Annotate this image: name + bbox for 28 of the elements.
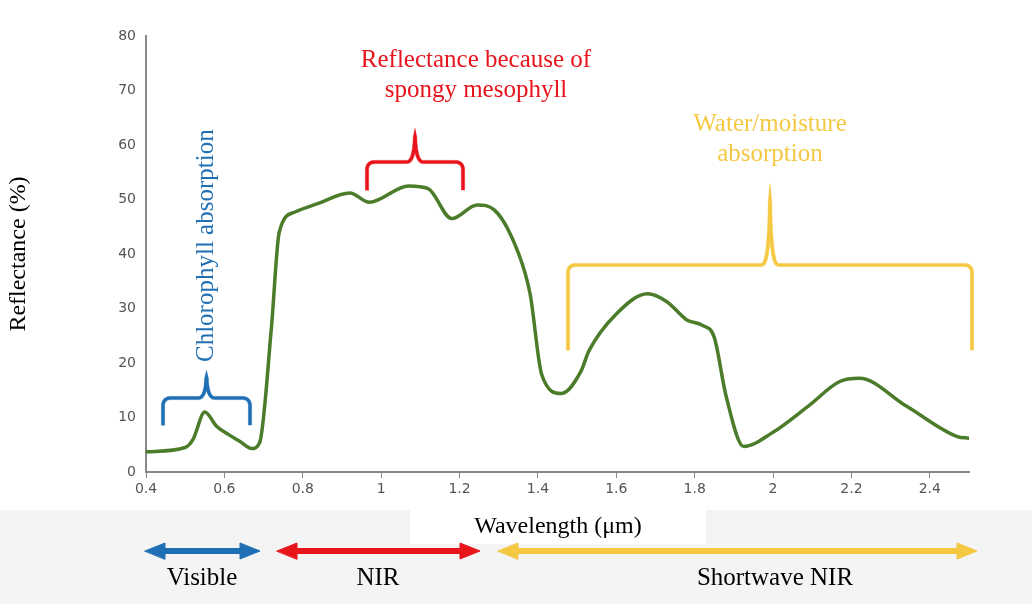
x-tick-label: 2.2 bbox=[840, 480, 863, 497]
x-tick-label: 2 bbox=[768, 480, 778, 497]
y-tick-label: 80 bbox=[118, 26, 136, 43]
text: NIR bbox=[355, 562, 401, 592]
y-tick-label: 70 bbox=[118, 81, 136, 98]
x-tick-label: 1.6 bbox=[605, 480, 628, 497]
annotation: Chlorophyll absorption bbox=[190, 129, 219, 362]
y-tick-label: 30 bbox=[118, 299, 136, 316]
x-tick-label: 2.4 bbox=[918, 480, 942, 497]
x-tick-label: 1.4 bbox=[526, 480, 550, 497]
x-axis-title: Wavelength (μm) bbox=[473, 511, 643, 540]
y-tick-label: 40 bbox=[118, 244, 136, 261]
annotation: Reflectance because of spongy mesophyll bbox=[359, 44, 593, 104]
text: Visible bbox=[165, 562, 239, 592]
x-tick-label: 0.6 bbox=[213, 480, 236, 497]
x-tick-label: 1.2 bbox=[448, 480, 471, 497]
annotation: Water/moisture absorption bbox=[692, 108, 848, 168]
y-tick-label: 0 bbox=[127, 462, 136, 479]
x-tick-label: 1 bbox=[376, 480, 386, 497]
y-axis-title: Reflectance (%) bbox=[3, 176, 30, 332]
y-tick-label: 60 bbox=[118, 135, 136, 152]
y-tick-label: 10 bbox=[118, 408, 136, 425]
y-tick-label: 20 bbox=[118, 353, 136, 370]
x-tick-label: 0.4 bbox=[134, 480, 158, 497]
x-tick-label: 0.8 bbox=[291, 480, 314, 497]
y-tick-label: 50 bbox=[118, 190, 136, 207]
x-tick-label: 1.8 bbox=[683, 480, 706, 497]
text: Shortwave NIR bbox=[695, 562, 855, 592]
